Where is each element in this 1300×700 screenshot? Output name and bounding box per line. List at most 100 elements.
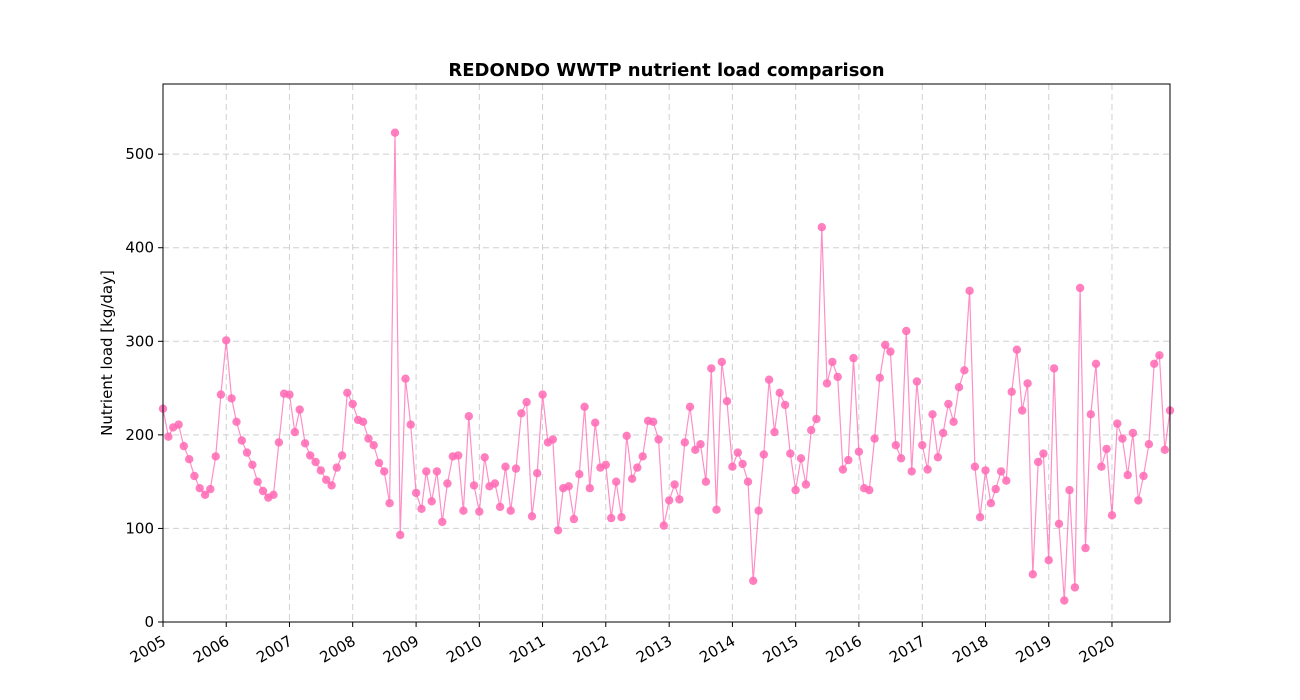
data-point bbox=[206, 484, 215, 494]
data-point bbox=[754, 506, 763, 515]
data-point bbox=[1081, 543, 1090, 553]
data-point bbox=[775, 388, 784, 397]
data-point bbox=[886, 347, 895, 356]
data-point bbox=[617, 513, 626, 522]
data-point bbox=[290, 427, 299, 437]
data-point bbox=[222, 336, 231, 345]
data-point bbox=[185, 455, 194, 464]
data-point bbox=[680, 438, 689, 447]
data-point bbox=[1123, 470, 1132, 480]
data-point bbox=[944, 399, 953, 409]
data-point bbox=[258, 486, 268, 496]
data-point bbox=[480, 453, 489, 462]
data-point bbox=[1113, 419, 1122, 428]
data-point bbox=[1086, 410, 1096, 419]
data-point bbox=[553, 526, 563, 535]
data-point bbox=[443, 479, 452, 488]
data-point bbox=[385, 499, 394, 508]
data-point bbox=[269, 490, 278, 499]
data-point bbox=[733, 448, 742, 457]
data-point bbox=[332, 463, 341, 472]
data-point bbox=[928, 410, 937, 419]
data-point bbox=[891, 441, 900, 450]
y-axis-label: Nutrient load [kg/day] bbox=[98, 270, 116, 436]
data-point bbox=[601, 460, 610, 469]
data-point bbox=[622, 431, 631, 440]
data-point bbox=[306, 451, 315, 460]
data-point bbox=[1091, 359, 1101, 368]
data-point bbox=[174, 420, 183, 429]
y-tick-label: 500 bbox=[125, 145, 154, 163]
data-point bbox=[828, 357, 837, 367]
data-point bbox=[164, 432, 173, 441]
data-point bbox=[438, 517, 447, 527]
data-point bbox=[638, 452, 647, 461]
data-point bbox=[701, 477, 711, 486]
data-point bbox=[896, 454, 906, 463]
data-point bbox=[743, 477, 753, 486]
data-point bbox=[912, 377, 922, 386]
data-point bbox=[691, 445, 700, 454]
data-point bbox=[807, 426, 816, 435]
data-point bbox=[232, 417, 241, 426]
data-point bbox=[374, 458, 384, 468]
data-point bbox=[970, 462, 980, 471]
y-tick-label: 0 bbox=[144, 613, 154, 631]
data-point bbox=[585, 484, 594, 493]
data-point bbox=[454, 451, 463, 460]
data-point bbox=[986, 499, 996, 508]
data-point bbox=[216, 390, 226, 399]
data-point bbox=[406, 420, 415, 429]
data-point bbox=[511, 464, 521, 473]
data-point bbox=[1039, 449, 1048, 458]
data-point bbox=[1160, 445, 1170, 454]
data-point bbox=[432, 467, 442, 476]
data-point bbox=[1128, 428, 1138, 438]
data-point bbox=[949, 417, 958, 426]
data-point bbox=[522, 397, 531, 407]
data-point bbox=[322, 475, 331, 484]
data-point bbox=[248, 460, 257, 469]
data-point bbox=[865, 485, 874, 495]
data-point bbox=[938, 428, 948, 438]
chart-title: REDONDO WWTP nutrient load comparison bbox=[448, 60, 884, 81]
data-point bbox=[1118, 434, 1127, 443]
data-point bbox=[506, 506, 515, 515]
data-point bbox=[801, 480, 811, 489]
data-point bbox=[195, 484, 204, 493]
data-point bbox=[569, 514, 579, 524]
data-point bbox=[417, 504, 426, 513]
data-point bbox=[1060, 596, 1069, 605]
data-point bbox=[300, 439, 310, 448]
data-point bbox=[1049, 364, 1059, 373]
data-point bbox=[533, 469, 542, 478]
data-point bbox=[870, 434, 879, 443]
data-point bbox=[612, 477, 621, 486]
data-point bbox=[1065, 485, 1074, 495]
series-points-group bbox=[158, 128, 1175, 605]
data-point bbox=[749, 576, 758, 585]
data-point bbox=[717, 357, 726, 367]
data-point bbox=[358, 417, 368, 426]
data-point bbox=[675, 495, 684, 504]
data-point bbox=[253, 477, 262, 486]
data-point bbox=[295, 405, 304, 414]
data-point bbox=[1075, 283, 1085, 293]
data-point bbox=[538, 390, 547, 399]
data-point bbox=[237, 436, 246, 445]
data-point bbox=[764, 375, 774, 384]
data-point bbox=[991, 484, 1000, 494]
data-point bbox=[907, 467, 916, 476]
data-point bbox=[791, 485, 800, 495]
data-point bbox=[1144, 440, 1154, 449]
data-point bbox=[996, 467, 1006, 476]
data-point bbox=[348, 399, 357, 409]
data-point bbox=[849, 353, 858, 363]
data-point bbox=[464, 412, 473, 421]
data-point bbox=[380, 467, 389, 476]
data-point bbox=[981, 466, 990, 475]
data-point bbox=[469, 481, 479, 490]
data-point bbox=[738, 459, 747, 469]
data-point bbox=[627, 474, 637, 483]
